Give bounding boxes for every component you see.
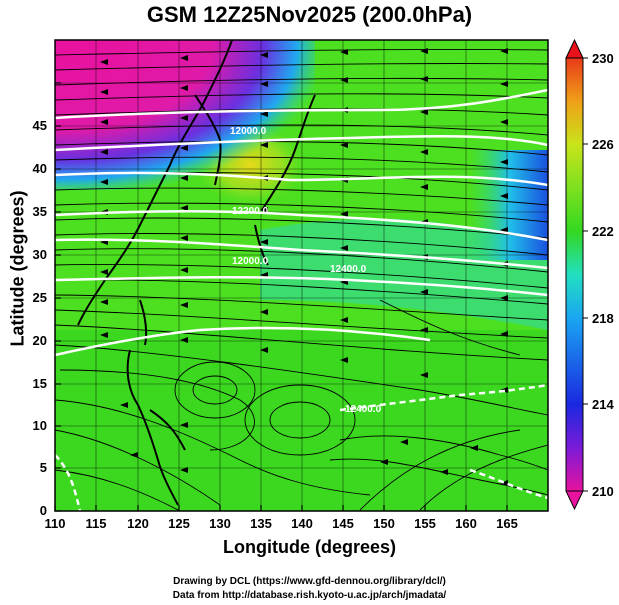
- colorbar-min-arrow: [565, 490, 584, 511]
- x-tick-label: 165: [496, 516, 518, 531]
- x-tick-label: 135: [250, 516, 272, 531]
- height-contours: [55, 88, 548, 511]
- y-tick-label: 20: [33, 333, 47, 348]
- contour-label: 12400.0: [345, 404, 382, 415]
- x-tick-label: 145: [332, 516, 354, 531]
- x-tick-label: 160: [455, 516, 477, 531]
- map-title: GSM 12Z25Nov2025 (200.0hPa): [146, 2, 473, 27]
- colorbar-tick-label: 214: [592, 397, 614, 412]
- y-tick-label: 15: [33, 376, 47, 391]
- axis-ticks: [54, 82, 508, 512]
- colorbar-tick-label: 210: [592, 484, 614, 499]
- contour-label: 12000.0: [230, 126, 267, 137]
- x-tick-label: 130: [209, 516, 231, 531]
- colorbar-tick-label: 222: [592, 224, 614, 239]
- y-tick-label: 5: [40, 460, 47, 475]
- colorbar: [565, 38, 588, 511]
- y-tick-label: 35: [33, 204, 47, 219]
- y-tick-label: 40: [33, 161, 47, 176]
- y-tick-label: 45: [33, 118, 47, 133]
- credit-data: Data from http://database.rish.kyoto-u.a…: [172, 590, 447, 601]
- y-tick-label: 10: [33, 418, 47, 433]
- x-tick-label: 155: [414, 516, 436, 531]
- contour-label: 12000.0: [232, 256, 269, 267]
- x-tick-label: 120: [127, 516, 149, 531]
- y-tick-label: 0: [40, 503, 47, 518]
- x-axis-label: Longitude (degrees): [222, 537, 396, 557]
- x-tick-label: 125: [168, 516, 190, 531]
- y-axis-label: Latitude (degrees): [7, 190, 28, 347]
- x-tick-label: 110: [45, 516, 66, 531]
- colorbar-tick-label: 218: [592, 311, 614, 326]
- x-tick-label: 140: [291, 516, 313, 531]
- contour-label: 12400.0: [330, 264, 367, 275]
- colorbar-tick-label: 230: [592, 51, 614, 66]
- y-tick-label: 30: [33, 247, 47, 262]
- wind-streamlines: [55, 49, 548, 511]
- y-tick-label: 25: [33, 290, 47, 305]
- colorbar-tick-label: 226: [592, 137, 614, 152]
- credit-drawing: Drawing by DCL (https://www.gfd-dennou.o…: [173, 576, 446, 587]
- contour-label: 12200.0: [232, 206, 269, 217]
- colorbar-max-arrow: [565, 38, 584, 59]
- wind-arrowheads: [100, 48, 508, 486]
- x-tick-label: 150: [373, 516, 395, 531]
- x-tick-label: 115: [86, 516, 107, 531]
